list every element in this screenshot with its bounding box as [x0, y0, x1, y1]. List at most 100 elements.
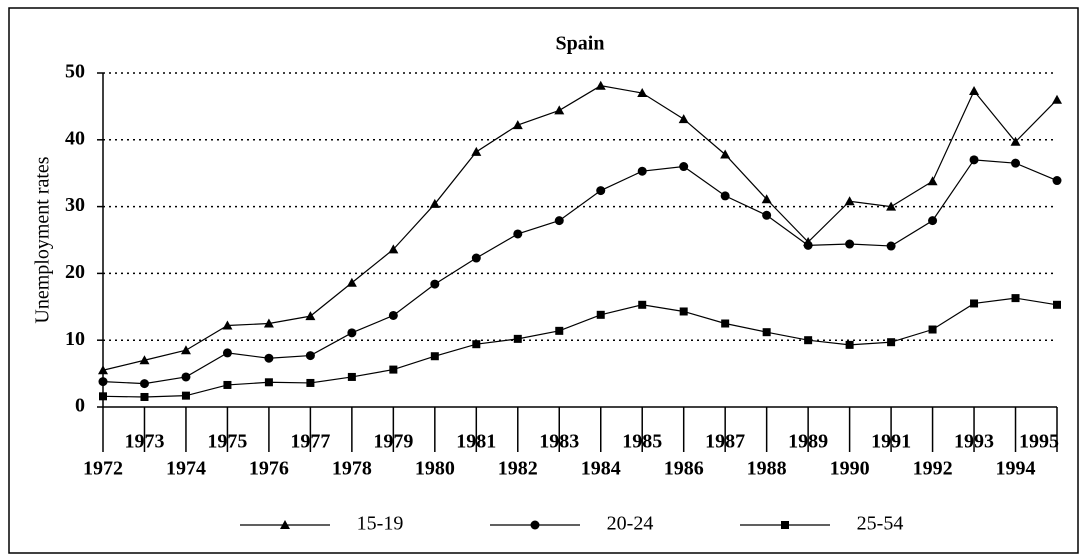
legend-label: 20-24	[607, 513, 654, 535]
marker	[1052, 94, 1062, 104]
marker	[1053, 300, 1061, 309]
x-tick-label: 1987	[705, 431, 745, 453]
marker	[388, 244, 399, 254]
marker	[429, 198, 440, 208]
marker	[845, 239, 855, 249]
marker	[928, 325, 937, 334]
marker	[761, 194, 772, 204]
marker	[928, 216, 938, 226]
marker	[264, 353, 274, 363]
marker	[305, 311, 316, 321]
marker	[678, 114, 689, 124]
y-tick-label: 40	[65, 127, 85, 149]
marker	[513, 229, 523, 239]
x-tick-label: 1975	[207, 431, 247, 453]
marker	[679, 162, 689, 172]
marker	[969, 155, 979, 165]
marker	[430, 352, 439, 361]
marker	[347, 372, 356, 381]
marker	[99, 392, 107, 401]
x-tick-label: 1991	[871, 431, 911, 453]
marker	[555, 326, 564, 335]
marker	[596, 186, 606, 196]
marker	[970, 299, 979, 308]
x-tick-label: 1992	[913, 458, 953, 480]
marker	[721, 319, 730, 328]
y-tick-label: 50	[65, 61, 85, 83]
marker	[1010, 136, 1021, 146]
marker	[886, 201, 897, 211]
marker	[762, 210, 772, 220]
y-tick-label: 0	[75, 395, 85, 417]
marker	[347, 328, 357, 338]
marker	[98, 377, 108, 387]
x-tick-label: 1994	[996, 458, 1036, 480]
marker	[886, 241, 896, 251]
marker	[471, 253, 481, 263]
marker	[554, 216, 564, 226]
line	[102, 159, 1058, 385]
marker	[596, 310, 605, 319]
marker	[762, 328, 771, 337]
marker	[346, 277, 357, 287]
marker	[181, 391, 190, 400]
marker	[845, 340, 854, 349]
marker	[679, 307, 688, 316]
x-tick-label: 1973	[124, 431, 164, 453]
x-tick-label: 1978	[332, 458, 372, 480]
x-tick-label: 1974	[166, 458, 206, 480]
marker	[530, 520, 540, 530]
marker	[223, 380, 232, 389]
x-tick-label: 1981	[456, 431, 496, 453]
marker	[280, 520, 290, 529]
marker	[637, 88, 648, 98]
x-tick-label: 1979	[373, 431, 413, 453]
marker	[430, 279, 440, 289]
y-axis-label: Unemployment rates	[32, 156, 54, 323]
marker	[513, 334, 522, 343]
y-tick-label: 30	[65, 194, 85, 216]
marker	[638, 300, 647, 309]
marker	[139, 355, 150, 365]
x-tick-label: 1983	[539, 431, 579, 453]
x-tick-label: 1982	[498, 458, 538, 480]
marker	[140, 392, 149, 401]
line	[102, 85, 1058, 371]
marker	[181, 372, 191, 382]
marker	[595, 80, 606, 90]
marker	[389, 365, 398, 374]
legend-label: 15-19	[357, 513, 404, 535]
marker	[512, 120, 523, 130]
marker	[222, 320, 233, 330]
marker	[1011, 158, 1021, 168]
marker	[1052, 176, 1062, 186]
marker	[969, 86, 980, 96]
y-tick-label: 20	[65, 261, 85, 283]
marker	[471, 146, 482, 156]
x-tick-label: 1984	[581, 458, 621, 480]
legend-label: 25-54	[857, 513, 904, 535]
marker	[305, 351, 315, 361]
x-tick-label: 1976	[249, 458, 289, 480]
marker	[927, 176, 938, 186]
x-tick-label: 1989	[788, 431, 828, 453]
marker	[781, 521, 789, 529]
marker	[98, 365, 108, 375]
frame	[8, 7, 1079, 554]
marker	[306, 378, 315, 387]
marker	[1011, 294, 1020, 303]
x-tick-label: 1993	[954, 431, 994, 453]
marker	[180, 345, 191, 355]
x-tick-label: 1990	[830, 458, 870, 480]
marker	[388, 310, 398, 320]
line	[102, 297, 1058, 398]
marker	[472, 340, 481, 349]
x-tick-label: 1986	[664, 458, 704, 480]
marker	[803, 240, 813, 250]
marker	[720, 149, 731, 159]
x-tick-label: 1995	[1019, 431, 1059, 453]
marker	[720, 191, 730, 201]
marker	[263, 318, 274, 328]
marker	[264, 378, 273, 387]
